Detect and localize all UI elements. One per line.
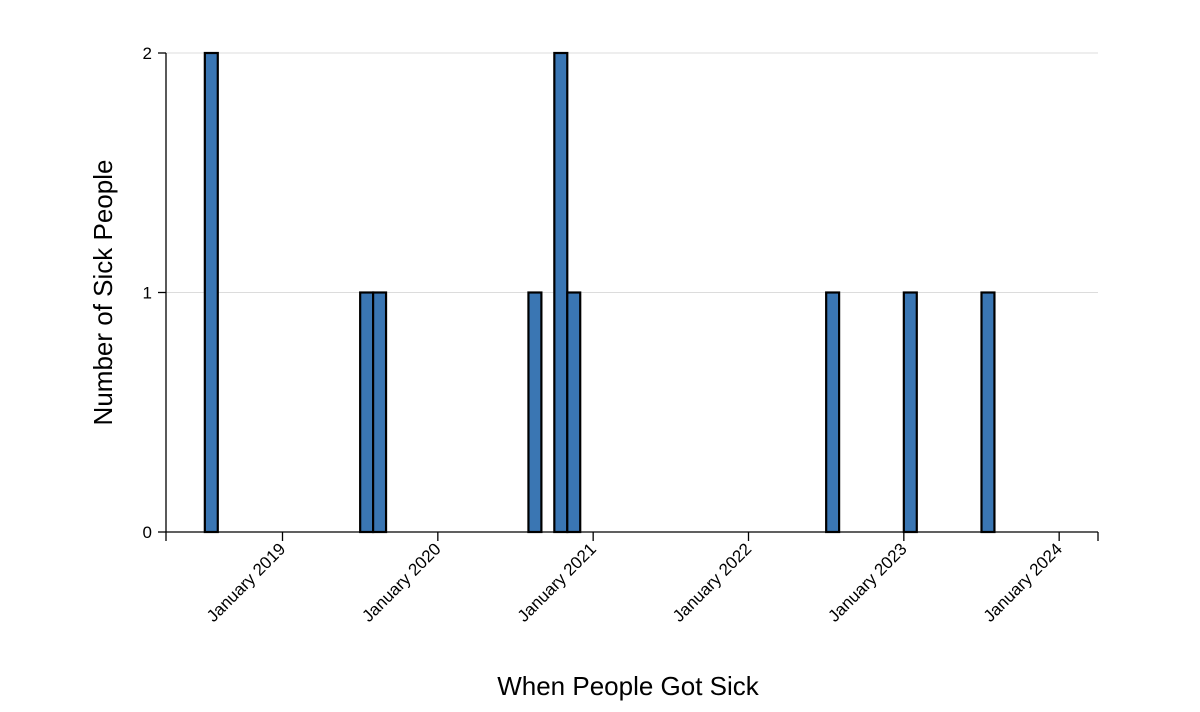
y-tick-label: 0 — [143, 523, 152, 542]
x-tick-label: January 2020 — [358, 539, 444, 625]
x-tick-label: January 2022 — [669, 539, 755, 625]
bar-2019-07 — [359, 291, 375, 534]
bar-2020-10 — [553, 51, 569, 534]
bar-2023-01 — [902, 291, 918, 534]
x-tick-label: January 2024 — [980, 539, 1066, 625]
x-tick-label: January 2023 — [824, 539, 910, 625]
bar-2020-08 — [527, 291, 543, 534]
bar-2022-07 — [825, 291, 841, 534]
bar-2023-07 — [980, 291, 996, 534]
x-axis-ticks: January 2019 January 2020 January 2021 Janu… — [165, 532, 1099, 626]
x-tick-label: January 2019 — [203, 539, 289, 625]
bar-2019-08 — [372, 291, 388, 534]
bar-2020-11 — [566, 291, 582, 534]
y-tick-label: 2 — [143, 44, 152, 63]
gridlines — [166, 52, 1098, 293]
x-tick-label: January 2021 — [514, 539, 600, 625]
y-axis-title: Number of Sick People — [88, 160, 118, 426]
bar-2018-07 — [203, 51, 219, 534]
y-axis-ticks: 0 1 2 — [143, 44, 166, 542]
x-axis-title: When People Got Sick — [497, 671, 760, 701]
y-tick-label: 1 — [143, 284, 152, 303]
